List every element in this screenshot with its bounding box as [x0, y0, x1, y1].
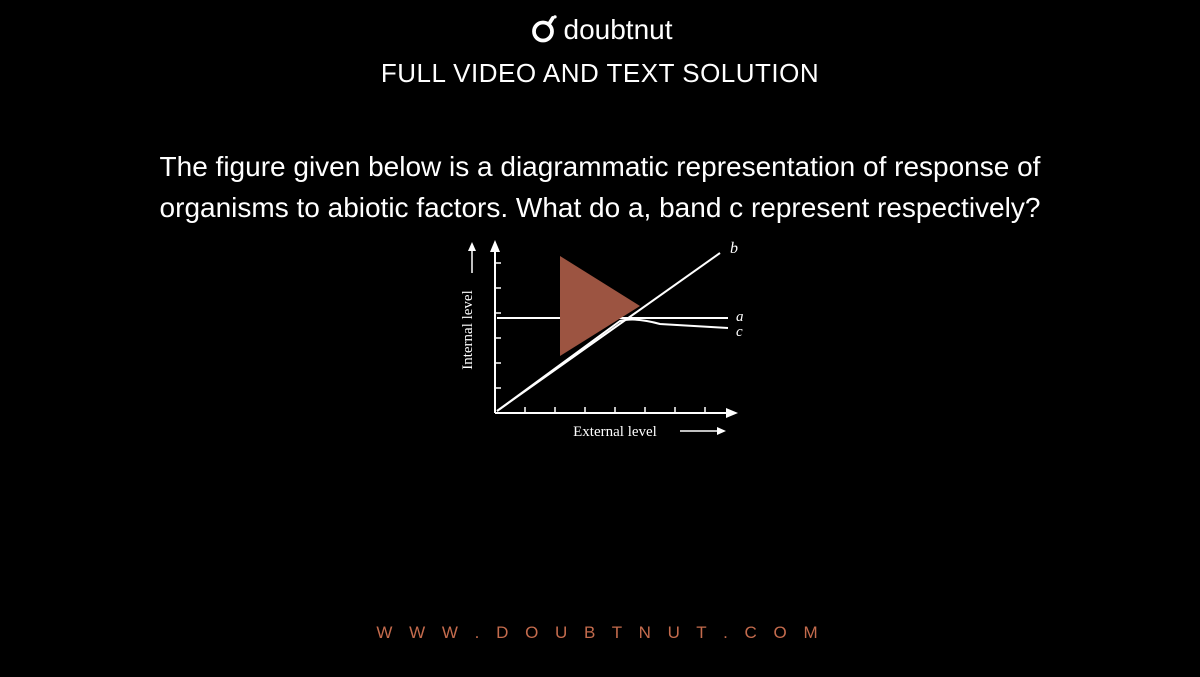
brand-logo: doubtnut — [528, 14, 673, 46]
video-card: doubtnut FULL VIDEO AND TEXT SOLUTION Th… — [0, 0, 1200, 677]
doubtnut-icon — [528, 15, 558, 45]
footer-url: W W W . D O U B T N U T . C O M — [0, 623, 1200, 643]
subtitle: FULL VIDEO AND TEXT SOLUTION — [381, 58, 819, 89]
question-text: The figure given below is a diagrammatic… — [120, 147, 1080, 228]
x-axis-label: External level — [573, 424, 657, 440]
series-label-a: a — [736, 309, 744, 325]
y-axis-label: Internal level — [460, 290, 476, 370]
brand-name: doubtnut — [564, 14, 673, 46]
chart-container[interactable]: b a c External level Internal level — [420, 218, 780, 473]
series-label-b: b — [730, 240, 738, 257]
series-label-c: c — [736, 324, 743, 340]
play-icon[interactable] — [560, 256, 640, 356]
